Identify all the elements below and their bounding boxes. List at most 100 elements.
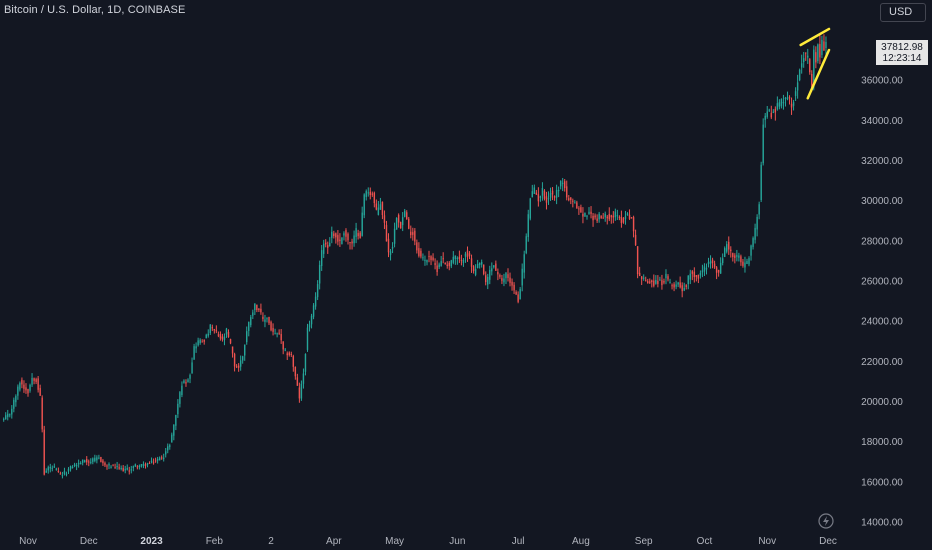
candle: [476, 259, 479, 269]
candle: [669, 278, 671, 284]
candle-body: [43, 429, 45, 475]
candle: [106, 464, 108, 470]
candle-body: [256, 304, 258, 310]
candle: [667, 274, 669, 282]
candle-body: [284, 349, 286, 351]
candle-body: [638, 272, 641, 276]
trendline-lower[interactable]: [806, 48, 831, 100]
candle: [217, 331, 220, 338]
candle: [519, 287, 521, 300]
trendlines-layer[interactable]: [799, 27, 831, 100]
candle-body: [345, 230, 347, 237]
candle-body: [655, 279, 657, 284]
candle: [659, 276, 661, 281]
candle: [825, 36, 827, 57]
candle-body: [221, 336, 224, 340]
candle: [345, 228, 347, 242]
candle-body: [821, 39, 823, 55]
time-axis[interactable]: Nov Dec 2023 Feb 2 Apr May Jun Jul Aug Sep Oct Nov De…: [19, 536, 837, 547]
candle: [527, 209, 529, 242]
candle: [84, 459, 86, 463]
candle: [207, 329, 209, 338]
candle: [533, 184, 536, 194]
candle-body: [661, 280, 663, 286]
candle-body: [478, 262, 481, 266]
candle-body: [748, 258, 750, 265]
candle: [638, 266, 641, 277]
candle: [387, 233, 390, 258]
candle-body: [491, 268, 493, 272]
candle: [25, 383, 27, 394]
candle: [373, 191, 376, 208]
candle: [122, 465, 124, 472]
candle-body: [199, 339, 201, 344]
last-price-value: 37812.98: [881, 42, 923, 53]
candle-body: [503, 278, 505, 283]
candle: [687, 275, 689, 290]
candle-body: [173, 424, 175, 436]
candle: [491, 262, 493, 276]
candle-body: [588, 211, 590, 215]
candle: [608, 207, 610, 222]
candle: [41, 395, 43, 433]
candle-body: [110, 466, 112, 468]
candle-body: [647, 281, 649, 284]
candle-body: [316, 284, 319, 298]
candle-body: [800, 63, 803, 68]
candle-body: [715, 267, 718, 273]
candle-body: [312, 305, 315, 317]
candle: [39, 384, 41, 396]
candle-body: [805, 52, 807, 54]
price-axis[interactable]: 14000.00 16000.00 18000.00 20000.00 22000.00…: [861, 76, 903, 529]
candle: [320, 244, 323, 271]
candle: [805, 52, 807, 61]
candle-body: [653, 280, 655, 286]
candle-body: [539, 196, 542, 198]
candle: [191, 357, 193, 374]
candle: [817, 43, 819, 64]
currency-button[interactable]: USD: [880, 3, 926, 22]
candle-body: [175, 415, 177, 426]
candle-body: [713, 263, 716, 268]
lightning-bolt-icon[interactable]: [818, 513, 834, 529]
time-tick-label: Dec: [80, 536, 98, 547]
candle-body: [472, 266, 475, 272]
candle: [347, 232, 349, 245]
candle-body: [709, 261, 712, 264]
candle: [689, 269, 691, 285]
candle-body: [616, 215, 619, 217]
candle-body: [331, 231, 333, 238]
trendline-upper[interactable]: [799, 27, 831, 47]
candle-body: [96, 457, 98, 461]
candle: [655, 275, 657, 285]
candle-body: [596, 218, 598, 221]
candle: [244, 344, 246, 361]
candle: [290, 351, 292, 357]
candle-body: [614, 211, 617, 218]
candle: [371, 191, 374, 197]
candle: [592, 213, 594, 227]
candle-body: [790, 103, 793, 108]
candle: [252, 309, 254, 320]
candle: [535, 189, 538, 195]
candle: [582, 207, 584, 224]
candle-body: [86, 458, 88, 463]
candle: [278, 329, 280, 335]
candle-body: [762, 124, 764, 164]
candle: [420, 248, 422, 259]
candle: [580, 204, 582, 213]
candle: [339, 233, 341, 247]
candle-body: [458, 256, 461, 260]
candle: [517, 291, 519, 304]
candle: [5, 412, 7, 420]
candle: [760, 161, 762, 203]
candle-body: [9, 414, 11, 416]
candle: [136, 465, 139, 470]
candle: [480, 259, 483, 268]
candle: [108, 462, 110, 470]
candle: [766, 105, 768, 119]
candle-body: [385, 224, 388, 242]
candle-body: [418, 248, 420, 256]
